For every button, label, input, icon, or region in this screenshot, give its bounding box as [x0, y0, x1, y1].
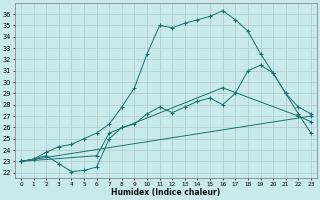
- X-axis label: Humidex (Indice chaleur): Humidex (Indice chaleur): [111, 188, 220, 197]
